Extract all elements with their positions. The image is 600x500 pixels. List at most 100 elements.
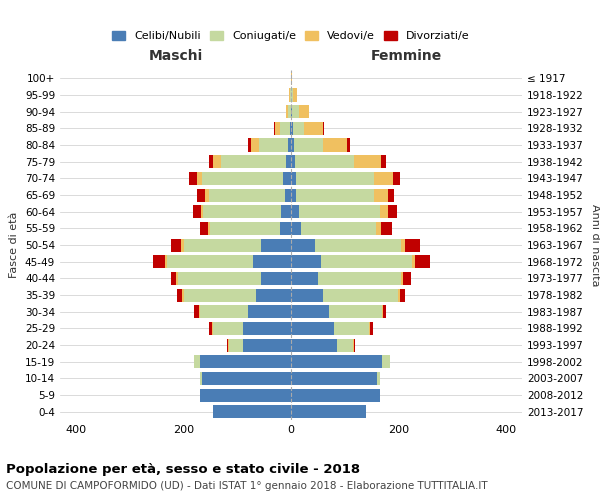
Bar [291,372,377,385]
Bar [291,172,296,185]
Text: COMUNE DI CAMPOFORMIDO (UD) - Dati ISTAT 1° gennaio 2018 - Elaborazione TUTTITAL: COMUNE DI CAMPOFORMIDO (UD) - Dati ISTAT… [6,481,488,491]
Bar [374,172,393,185]
Bar [380,205,388,218]
Bar [289,88,290,102]
Bar [289,138,291,151]
Bar [184,288,256,302]
Bar [291,222,301,235]
Bar [291,105,292,118]
Bar [202,372,291,385]
Bar [194,355,200,368]
Bar [208,222,211,235]
Bar [296,172,374,185]
Text: Popolazione per età, sesso e stato civile - 2018: Popolazione per età, sesso e stato civil… [6,462,360,475]
Bar [262,238,291,252]
Bar [201,205,203,218]
Bar [388,205,397,218]
Bar [256,288,291,302]
Bar [291,188,296,202]
Bar [283,172,291,185]
Bar [320,255,412,268]
Bar [393,172,400,185]
Bar [291,388,380,402]
Bar [242,338,291,351]
Bar [274,122,275,135]
Bar [337,338,353,351]
Bar [205,188,209,202]
Bar [177,288,182,302]
Bar [200,355,291,368]
Bar [388,188,394,202]
Bar [291,138,293,151]
Bar [200,372,202,385]
Bar [199,305,200,318]
Bar [323,288,398,302]
Bar [291,355,382,368]
Bar [184,238,262,252]
Bar [291,205,299,218]
Bar [291,405,366,418]
Bar [293,122,304,135]
Bar [262,272,291,285]
Bar [253,255,291,268]
Bar [291,72,292,85]
Bar [323,138,347,151]
Bar [290,88,291,102]
Bar [213,155,221,168]
Bar [406,238,421,252]
Bar [334,322,369,335]
Bar [170,272,176,285]
Bar [193,205,201,218]
Bar [200,222,208,235]
Bar [181,238,184,252]
Bar [213,322,242,335]
Bar [299,105,309,118]
Bar [154,255,165,268]
Bar [415,255,430,268]
Bar [182,288,184,302]
Bar [284,188,291,202]
Bar [167,255,253,268]
Bar [299,205,380,218]
Bar [295,155,355,168]
Bar [229,338,242,351]
Bar [400,288,405,302]
Bar [291,272,318,285]
Bar [251,138,259,151]
Bar [291,238,315,252]
Bar [403,272,412,285]
Bar [377,372,380,385]
Bar [275,122,280,135]
Bar [212,322,213,335]
Bar [383,305,386,318]
Bar [323,122,325,135]
Bar [315,238,401,252]
Bar [291,155,295,168]
Bar [354,338,355,351]
Bar [202,172,283,185]
Bar [401,238,406,252]
Bar [370,322,373,335]
Bar [189,172,197,185]
Bar [170,238,181,252]
Bar [304,122,323,135]
Bar [200,305,248,318]
Bar [318,272,401,285]
Bar [382,305,383,318]
Bar [176,272,178,285]
Y-axis label: Anni di nascita: Anni di nascita [590,204,600,286]
Bar [291,88,293,102]
Bar [259,138,289,151]
Bar [228,338,229,351]
Bar [381,222,392,235]
Bar [197,172,202,185]
Bar [209,188,284,202]
Bar [200,388,291,402]
Bar [209,155,213,168]
Text: Maschi: Maschi [148,50,203,64]
Bar [289,105,291,118]
Bar [374,188,388,202]
Bar [353,338,354,351]
Bar [291,288,323,302]
Text: Femmine: Femmine [371,50,442,64]
